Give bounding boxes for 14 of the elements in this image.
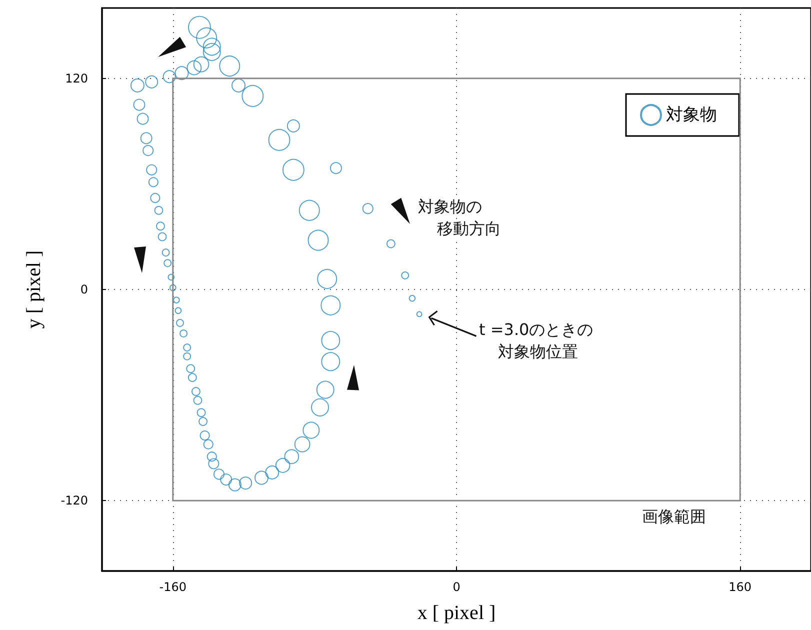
annotation: 対象物位置 <box>498 342 578 362</box>
annotation: 対象物の <box>418 197 482 217</box>
x-tick-label: 160 <box>728 580 752 594</box>
y-tick-label: -120 <box>60 494 88 508</box>
legend-label: 対象物 <box>666 105 717 125</box>
y-tick-label: 120 <box>65 71 88 86</box>
annotation: t =3.0のときの <box>479 320 594 340</box>
x-tick-label: -160 <box>159 580 187 594</box>
annotation: 移動方向 <box>437 219 501 239</box>
x-axis-title: x [ pixel ] <box>417 602 496 624</box>
x-tick-label: 0 <box>452 580 460 594</box>
y-axis-title: y [ pixel ] <box>23 250 45 329</box>
annotation: 画像範囲 <box>642 506 706 527</box>
y-tick-label: 0 <box>80 282 88 296</box>
